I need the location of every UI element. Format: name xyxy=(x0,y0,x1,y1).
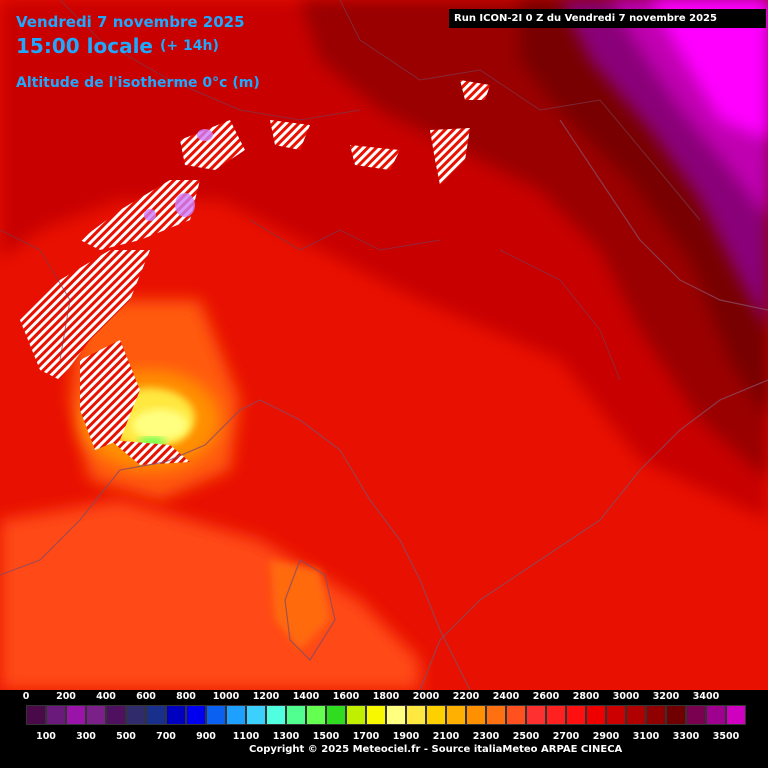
scale-label-lower: 1500 xyxy=(312,731,340,742)
scale-label-lower: 3500 xyxy=(712,731,740,742)
scale-label-lower: 3100 xyxy=(632,731,660,742)
scale-label-upper: 2600 xyxy=(532,691,560,702)
scale-swatch xyxy=(246,705,266,725)
scale-swatch xyxy=(46,705,66,725)
scale-swatch xyxy=(566,705,586,725)
run-info: Run ICON-2I 0 Z du Vendredi 7 novembre 2… xyxy=(449,9,766,28)
scale-swatch xyxy=(666,705,686,725)
coastlines xyxy=(0,119,768,691)
scale-label-lower: 1300 xyxy=(272,731,300,742)
scale-label-lower: 1900 xyxy=(392,731,420,742)
scale-label-lower: 1100 xyxy=(232,731,260,742)
scale-label-upper: 1800 xyxy=(372,691,400,702)
scale-swatch xyxy=(346,705,366,725)
scale-label-upper: 3400 xyxy=(692,691,720,702)
scale-label-upper: 2200 xyxy=(452,691,480,702)
orange-south-region xyxy=(0,500,420,690)
scale-swatch xyxy=(386,705,406,725)
pale-yellow-spot xyxy=(132,409,188,441)
scale-label-upper: 2400 xyxy=(492,691,520,702)
scale-swatch xyxy=(326,705,346,725)
parameter-title: Altitude de l'isotherme 0°c (m) xyxy=(16,75,260,91)
scale-swatch xyxy=(646,705,666,725)
scale-label-lower: 2700 xyxy=(552,731,580,742)
scale-label-upper: 1600 xyxy=(332,691,360,702)
scale-label-upper: 800 xyxy=(176,691,196,702)
scale-label-upper: 3000 xyxy=(612,691,640,702)
scale-label-lower: 500 xyxy=(116,731,136,742)
forecast-offset: (+ 14h) xyxy=(160,38,219,54)
magenta-region xyxy=(650,0,768,140)
scale-swatch xyxy=(586,705,606,725)
scale-label-upper: 3200 xyxy=(652,691,680,702)
scale-label-lower: 3300 xyxy=(672,731,700,742)
scale-swatch xyxy=(706,705,726,725)
scale-swatch xyxy=(726,705,746,725)
scale-swatch xyxy=(406,705,426,725)
scale-swatch xyxy=(226,705,246,725)
copyright-notice: Copyright © 2025 Meteociel.fr - Source i… xyxy=(249,744,623,755)
scale-label-lower: 300 xyxy=(76,731,96,742)
scale-swatch xyxy=(146,705,166,725)
scale-label-upper: 1000 xyxy=(212,691,240,702)
scale-swatch xyxy=(546,705,566,725)
scale-swatch xyxy=(266,705,286,725)
scale-swatch xyxy=(426,705,446,725)
scale-label-lower: 100 xyxy=(36,731,56,742)
scale-swatch xyxy=(66,705,86,725)
scale-label-upper: 1200 xyxy=(252,691,280,702)
orange-corsica-region xyxy=(270,560,330,650)
scale-swatch xyxy=(286,705,306,725)
forecast-date: Vendredi 7 novembre 2025 xyxy=(16,13,245,31)
scale-swatch xyxy=(26,705,46,725)
scale-label-upper: 2800 xyxy=(572,691,600,702)
scale-swatch xyxy=(306,705,326,725)
scale-label-lower: 2500 xyxy=(512,731,540,742)
scale-swatch xyxy=(186,705,206,725)
scale-label-upper: 0 xyxy=(22,691,30,702)
hatched-areas xyxy=(20,80,490,465)
legend-background xyxy=(0,690,768,768)
scale-label-upper: 1400 xyxy=(292,691,320,702)
scale-label-upper: 600 xyxy=(136,691,156,702)
scale-label-upper: 2000 xyxy=(412,691,440,702)
scale-label-upper: 400 xyxy=(96,691,116,702)
scale-label-lower: 2300 xyxy=(472,731,500,742)
scale-swatch xyxy=(446,705,466,725)
scale-swatch xyxy=(106,705,126,725)
forecast-time: 15:00 locale xyxy=(16,34,153,58)
scale-label-lower: 1700 xyxy=(352,731,380,742)
lilac-patches xyxy=(144,129,213,221)
scale-label-upper: 200 xyxy=(56,691,76,702)
scale-swatch xyxy=(486,705,506,725)
scale-label-lower: 900 xyxy=(196,731,216,742)
scale-swatch xyxy=(466,705,486,725)
scale-label-lower: 2100 xyxy=(432,731,460,742)
scale-swatch xyxy=(206,705,226,725)
scale-swatch xyxy=(366,705,386,725)
scale-swatch xyxy=(606,705,626,725)
scale-swatch xyxy=(126,705,146,725)
scale-swatch xyxy=(686,705,706,725)
scale-label-lower: 700 xyxy=(156,731,176,742)
scale-label-lower: 2900 xyxy=(592,731,620,742)
scale-swatch xyxy=(86,705,106,725)
scale-swatch xyxy=(626,705,646,725)
scale-swatch xyxy=(526,705,546,725)
scale-swatch xyxy=(166,705,186,725)
borders xyxy=(0,0,701,381)
scale-swatch xyxy=(506,705,526,725)
